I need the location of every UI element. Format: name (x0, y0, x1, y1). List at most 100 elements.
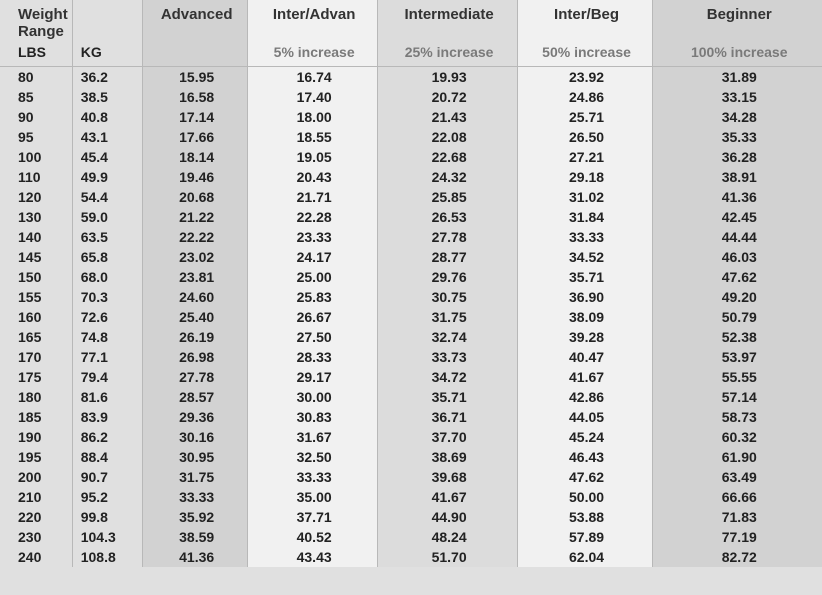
cell-inter_advan: 30.00 (247, 387, 377, 407)
cell-beginner: 34.28 (652, 107, 822, 127)
cell-kg: 49.9 (72, 167, 142, 187)
cell-advanced: 23.81 (142, 267, 247, 287)
header-advanced: Advanced (142, 0, 247, 42)
table-row: 12054.420.6821.7125.8531.0241.36 (0, 187, 822, 207)
cell-inter_advan: 18.55 (247, 127, 377, 147)
cell-kg: 63.5 (72, 227, 142, 247)
cell-kg: 68.0 (72, 267, 142, 287)
cell-intermediate: 38.69 (377, 447, 517, 467)
header-row: Weight Range Advanced Inter/Advan Interm… (0, 0, 822, 42)
cell-kg: 95.2 (72, 487, 142, 507)
cell-inter_beg: 31.84 (517, 207, 652, 227)
subheader-advanced-blank (142, 42, 247, 67)
cell-beginner: 49.20 (652, 287, 822, 307)
cell-inter_advan: 18.00 (247, 107, 377, 127)
table-row: 22099.835.9237.7144.9053.8871.83 (0, 507, 822, 527)
cell-intermediate: 44.90 (377, 507, 517, 527)
cell-intermediate: 30.75 (377, 287, 517, 307)
cell-beginner: 33.15 (652, 87, 822, 107)
cell-kg: 88.4 (72, 447, 142, 467)
cell-lbs: 175 (0, 367, 72, 387)
cell-lbs: 130 (0, 207, 72, 227)
cell-kg: 104.3 (72, 527, 142, 547)
cell-inter_beg: 62.04 (517, 547, 652, 567)
cell-intermediate: 22.08 (377, 127, 517, 147)
cell-inter_beg: 36.90 (517, 287, 652, 307)
cell-lbs: 80 (0, 67, 72, 88)
cell-inter_beg: 44.05 (517, 407, 652, 427)
cell-intermediate: 41.67 (377, 487, 517, 507)
table-row: 15068.023.8125.0029.7635.7147.62 (0, 267, 822, 287)
cell-advanced: 25.40 (142, 307, 247, 327)
cell-lbs: 120 (0, 187, 72, 207)
cell-kg: 36.2 (72, 67, 142, 88)
cell-kg: 72.6 (72, 307, 142, 327)
subheader-100pct: 100% increase (652, 42, 822, 67)
cell-beginner: 60.32 (652, 427, 822, 447)
cell-beginner: 44.44 (652, 227, 822, 247)
cell-advanced: 26.98 (142, 347, 247, 367)
cell-intermediate: 36.71 (377, 407, 517, 427)
cell-intermediate: 21.43 (377, 107, 517, 127)
cell-kg: 83.9 (72, 407, 142, 427)
cell-advanced: 30.95 (142, 447, 247, 467)
cell-intermediate: 24.32 (377, 167, 517, 187)
cell-intermediate: 25.85 (377, 187, 517, 207)
cell-inter_beg: 53.88 (517, 507, 652, 527)
table-row: 11049.919.4620.4324.3229.1838.91 (0, 167, 822, 187)
table-row: 16574.826.1927.5032.7439.2852.38 (0, 327, 822, 347)
cell-advanced: 15.95 (142, 67, 247, 88)
cell-lbs: 140 (0, 227, 72, 247)
table-row: 15570.324.6025.8330.7536.9049.20 (0, 287, 822, 307)
cell-inter_advan: 19.05 (247, 147, 377, 167)
cell-advanced: 41.36 (142, 547, 247, 567)
cell-advanced: 17.14 (142, 107, 247, 127)
subheader-50pct: 50% increase (517, 42, 652, 67)
cell-inter_advan: 29.17 (247, 367, 377, 387)
cell-inter_advan: 40.52 (247, 527, 377, 547)
cell-beginner: 35.33 (652, 127, 822, 147)
cell-inter_beg: 57.89 (517, 527, 652, 547)
cell-kg: 74.8 (72, 327, 142, 347)
table-row: 16072.625.4026.6731.7538.0950.79 (0, 307, 822, 327)
cell-beginner: 38.91 (652, 167, 822, 187)
cell-inter_beg: 40.47 (517, 347, 652, 367)
cell-beginner: 31.89 (652, 67, 822, 88)
cell-inter_advan: 21.71 (247, 187, 377, 207)
cell-beginner: 61.90 (652, 447, 822, 467)
table-row: 20090.731.7533.3339.6847.6263.49 (0, 467, 822, 487)
subheader-5pct: 5% increase (247, 42, 377, 67)
cell-kg: 40.8 (72, 107, 142, 127)
cell-intermediate: 51.70 (377, 547, 517, 567)
cell-advanced: 38.59 (142, 527, 247, 547)
table-row: 18583.929.3630.8336.7144.0558.73 (0, 407, 822, 427)
cell-lbs: 110 (0, 167, 72, 187)
cell-beginner: 57.14 (652, 387, 822, 407)
cell-advanced: 17.66 (142, 127, 247, 147)
cell-inter_advan: 24.17 (247, 247, 377, 267)
cell-lbs: 145 (0, 247, 72, 267)
cell-beginner: 63.49 (652, 467, 822, 487)
cell-intermediate: 48.24 (377, 527, 517, 547)
cell-inter_beg: 42.86 (517, 387, 652, 407)
cell-lbs: 220 (0, 507, 72, 527)
subheader-row: LBS KG 5% increase 25% increase 50% incr… (0, 42, 822, 67)
cell-inter_advan: 31.67 (247, 427, 377, 447)
cell-intermediate: 37.70 (377, 427, 517, 447)
cell-beginner: 58.73 (652, 407, 822, 427)
cell-advanced: 26.19 (142, 327, 247, 347)
cell-inter_beg: 25.71 (517, 107, 652, 127)
table-row: 9543.117.6618.5522.0826.5035.33 (0, 127, 822, 147)
cell-advanced: 30.16 (142, 427, 247, 447)
cell-lbs: 160 (0, 307, 72, 327)
cell-advanced: 16.58 (142, 87, 247, 107)
subheader-lbs: LBS (0, 42, 72, 67)
cell-lbs: 95 (0, 127, 72, 147)
cell-intermediate: 31.75 (377, 307, 517, 327)
cell-inter_advan: 23.33 (247, 227, 377, 247)
cell-inter_advan: 27.50 (247, 327, 377, 347)
cell-intermediate: 28.77 (377, 247, 517, 267)
cell-inter_advan: 30.83 (247, 407, 377, 427)
cell-inter_beg: 31.02 (517, 187, 652, 207)
cell-inter_advan: 43.43 (247, 547, 377, 567)
